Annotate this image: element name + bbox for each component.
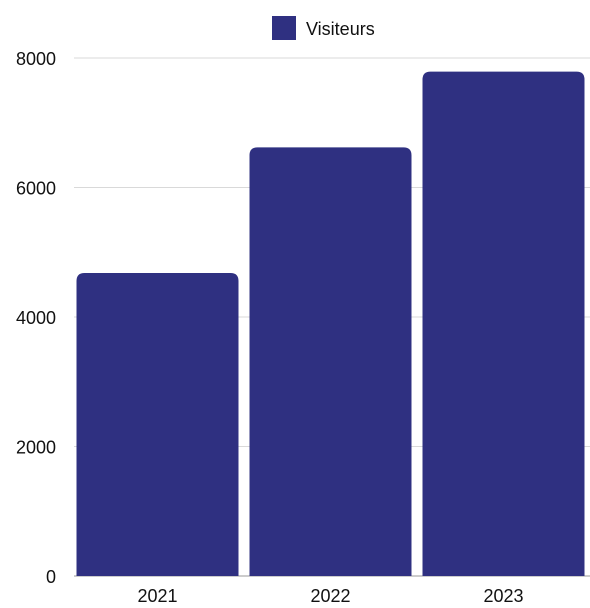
y-tick-label-4000: 4000 bbox=[16, 308, 56, 328]
legend-label-visiteurs: Visiteurs bbox=[306, 19, 375, 39]
legend: Visiteurs bbox=[272, 16, 375, 40]
bars bbox=[76, 71, 585, 577]
y-tick-label-0: 0 bbox=[46, 567, 56, 587]
x-axis-ticks: 2021 2022 2023 bbox=[137, 586, 523, 606]
y-tick-label-8000: 8000 bbox=[16, 49, 56, 69]
bar-2022 bbox=[249, 147, 412, 577]
legend-swatch-visiteurs bbox=[272, 16, 296, 40]
x-tick-label-2022: 2022 bbox=[310, 586, 350, 603]
x-tick-label-2021: 2021 bbox=[137, 586, 177, 603]
y-tick-label-2000: 2000 bbox=[16, 438, 56, 458]
x-tick-label-2023: 2023 bbox=[483, 586, 523, 603]
bar-2023 bbox=[422, 71, 585, 576]
bar-2021 bbox=[76, 272, 239, 576]
y-tick-label-6000: 6000 bbox=[16, 179, 56, 199]
y-axis-ticks: 0 2000 4000 6000 8000 bbox=[16, 49, 56, 587]
